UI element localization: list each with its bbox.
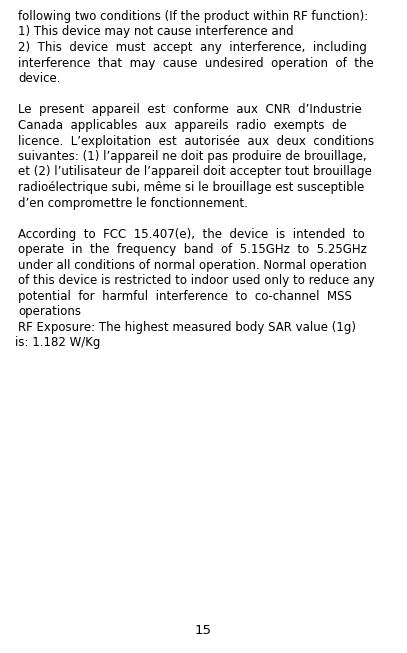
Text: According  to  FCC  15.407(e),  the  device  is  intended  to: According to FCC 15.407(e), the device i… (18, 228, 365, 241)
Text: is: 1.182 W/Kg: is: 1.182 W/Kg (15, 336, 101, 349)
Text: 15: 15 (195, 624, 212, 637)
Text: potential  for  harmful  interference  to  co‐channel  MSS: potential for harmful interference to co… (18, 290, 352, 303)
Text: RF Exposure: The highest measured body SAR value (1g): RF Exposure: The highest measured body S… (18, 321, 356, 334)
Text: d’en compromettre le fonctionnement.: d’en compromettre le fonctionnement. (18, 197, 248, 210)
Text: interference  that  may  cause  undesired  operation  of  the: interference that may cause undesired op… (18, 57, 374, 69)
Text: 1) This device may not cause interference and: 1) This device may not cause interferenc… (18, 25, 293, 39)
Text: suivantes: (1) l’appareil ne doit pas produire de brouillage,: suivantes: (1) l’appareil ne doit pas pr… (18, 150, 367, 163)
Text: Le  present  appareil  est  conforme  aux  CNR  d’Industrie: Le present appareil est conforme aux CNR… (18, 103, 362, 116)
Text: following two conditions (If the product within RF function):: following two conditions (If the product… (18, 10, 368, 23)
Text: of this device is restricted to indoor used only to reduce any: of this device is restricted to indoor u… (18, 274, 375, 287)
Text: Canada  applicables  aux  appareils  radio  exempts  de: Canada applicables aux appareils radio e… (18, 119, 347, 132)
Text: radioélectrique subi, même si le brouillage est susceptible: radioélectrique subi, même si le brouill… (18, 181, 364, 194)
Text: operations: operations (18, 306, 81, 319)
Text: device.: device. (18, 72, 61, 85)
Text: et (2) l’utilisateur de l’appareil doit accepter tout brouillage: et (2) l’utilisateur de l’appareil doit … (18, 165, 372, 178)
Text: licence.  L’exploitation  est  autorisée  aux  deux  conditions: licence. L’exploitation est autorisée au… (18, 135, 374, 148)
Text: under all conditions of normal operation. Normal operation: under all conditions of normal operation… (18, 259, 367, 272)
Text: 2)  This  device  must  accept  any  interference,  including: 2) This device must accept any interfere… (18, 41, 367, 54)
Text: operate  in  the  frequency  band  of  5.15GHz  to  5.25GHz: operate in the frequency band of 5.15GHz… (18, 244, 367, 257)
